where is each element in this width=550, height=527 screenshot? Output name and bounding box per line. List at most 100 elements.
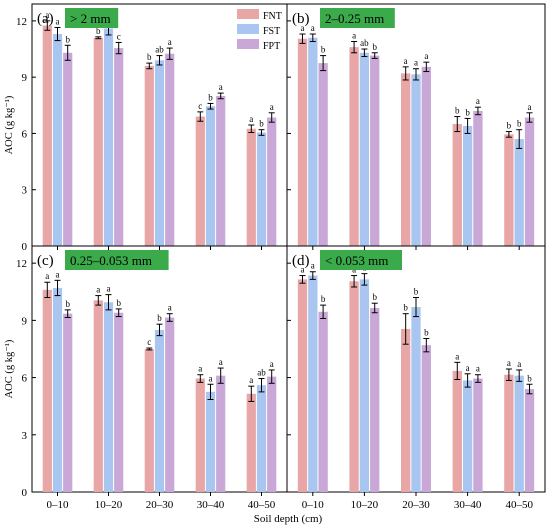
- bar-fst: [514, 139, 524, 246]
- y-tick-label: 6: [22, 373, 28, 385]
- bar-fnt: [93, 300, 103, 492]
- significance-letter: a: [300, 23, 304, 33]
- significance-letter: a: [45, 271, 49, 281]
- significance-letter: b: [414, 286, 419, 296]
- y-axis-title-top: AOC (g kg⁻¹): [4, 95, 15, 154]
- significance-letter: b: [403, 303, 408, 313]
- significance-letter: a: [311, 261, 315, 271]
- x-axis-title: Soil depth (cm): [254, 513, 323, 525]
- significance-letter: b: [147, 52, 152, 62]
- chart-panel-3: 0–1010–2020–3030–4040–50aabaaaabaabbbab(…: [286, 245, 546, 511]
- x-tick-label: 0–10: [47, 499, 70, 511]
- bar-fst: [205, 106, 216, 246]
- significance-letter: a: [270, 359, 274, 369]
- significance-letter: b: [157, 313, 162, 323]
- x-tick-label: 20–30: [402, 499, 430, 511]
- bar-fnt: [144, 65, 154, 246]
- significance-letter: b: [116, 298, 121, 308]
- significance-letter: a: [168, 37, 172, 47]
- significance-letter: b: [65, 34, 70, 44]
- significance-letter: a: [56, 16, 60, 26]
- bar-fnt: [401, 73, 411, 246]
- x-tick-label: 30–40: [197, 499, 225, 511]
- significance-letter: a: [219, 82, 223, 92]
- bar-fst: [256, 132, 267, 246]
- bar-fst: [103, 28, 114, 246]
- y-tick-label: 12: [16, 16, 27, 28]
- y-tick-label: 0: [22, 487, 28, 499]
- y-axis-title-bottom: AOC (g kg⁻¹): [4, 339, 15, 398]
- legend-label-fst: FST: [263, 26, 280, 37]
- bar-fnt: [297, 38, 308, 246]
- bar-fst: [103, 302, 114, 492]
- significance-letter: b: [372, 42, 377, 52]
- significance-letter: b: [321, 45, 326, 55]
- significance-letter: c: [117, 31, 121, 41]
- significance-letter: b: [259, 119, 264, 129]
- significance-letter: a: [219, 357, 223, 367]
- bar-fpt: [216, 375, 226, 492]
- significance-letter: c: [198, 101, 202, 111]
- significance-letter: b: [424, 327, 429, 337]
- bar-fpt: [216, 95, 226, 246]
- bar-fst: [205, 391, 216, 492]
- significance-letter: a: [528, 102, 532, 112]
- bar-fst: [154, 329, 165, 492]
- bar-fnt: [93, 37, 103, 246]
- significance-letter: b: [517, 119, 522, 129]
- legend-swatch-fpt: [237, 39, 259, 49]
- bar-fpt: [63, 52, 73, 246]
- significance-letter: a: [249, 114, 253, 124]
- x-tick-label: 10–20: [351, 499, 379, 511]
- bar-fpt: [114, 312, 124, 492]
- bar-fnt: [246, 393, 256, 492]
- legend-swatch-fst: [237, 24, 259, 34]
- significance-letter: b: [507, 121, 512, 131]
- significance-letter: a: [476, 96, 480, 106]
- bar-fst: [411, 307, 421, 492]
- bar-fpt: [267, 376, 277, 492]
- significance-letter: ab: [257, 368, 266, 378]
- bar-fpt: [524, 389, 535, 492]
- size-class-label: 2–0.25 mm: [325, 11, 384, 26]
- significance-letter: ab: [155, 45, 164, 55]
- bar-fst: [308, 37, 318, 246]
- bar-fpt: [267, 117, 277, 246]
- significance-letter: b: [96, 26, 101, 36]
- x-tick-label: 20–30: [146, 499, 174, 511]
- bar-fst: [256, 385, 267, 492]
- size-class-badge: [65, 250, 169, 270]
- bar-fst: [462, 125, 473, 246]
- size-class-badge: [320, 250, 402, 270]
- significance-letter: a: [517, 359, 521, 369]
- significance-letter: a: [107, 284, 111, 294]
- bar-fnt: [452, 370, 462, 492]
- y-tick-label: 3: [22, 185, 28, 197]
- legend-label-fpt: FPT: [263, 41, 280, 52]
- significance-letter: a: [466, 363, 470, 373]
- significance-letter: a: [45, 10, 49, 20]
- significance-letter: a: [249, 375, 253, 385]
- significance-letter: a: [455, 351, 459, 361]
- bar-fnt: [401, 328, 411, 492]
- x-tick-label: 10–20: [95, 499, 123, 511]
- size-class-badge: [320, 8, 395, 28]
- bar-fpt: [473, 110, 483, 246]
- bar-fst: [359, 279, 370, 492]
- bar-fpt: [318, 63, 328, 247]
- significance-letter: ab: [360, 38, 369, 48]
- panel-id: (c): [37, 253, 54, 269]
- bar-fnt: [504, 134, 514, 246]
- bar-fst: [154, 60, 165, 246]
- bar-fpt: [524, 117, 535, 246]
- y-tick-label: 0: [22, 241, 28, 253]
- bar-fnt: [42, 289, 52, 492]
- y-tick-label: 3: [22, 430, 28, 442]
- bar-fnt: [144, 348, 154, 492]
- bar-fst: [462, 380, 473, 492]
- bar-fnt: [349, 47, 359, 247]
- x-tick-label: 40–50: [248, 499, 276, 511]
- panel-id: (d): [292, 253, 310, 269]
